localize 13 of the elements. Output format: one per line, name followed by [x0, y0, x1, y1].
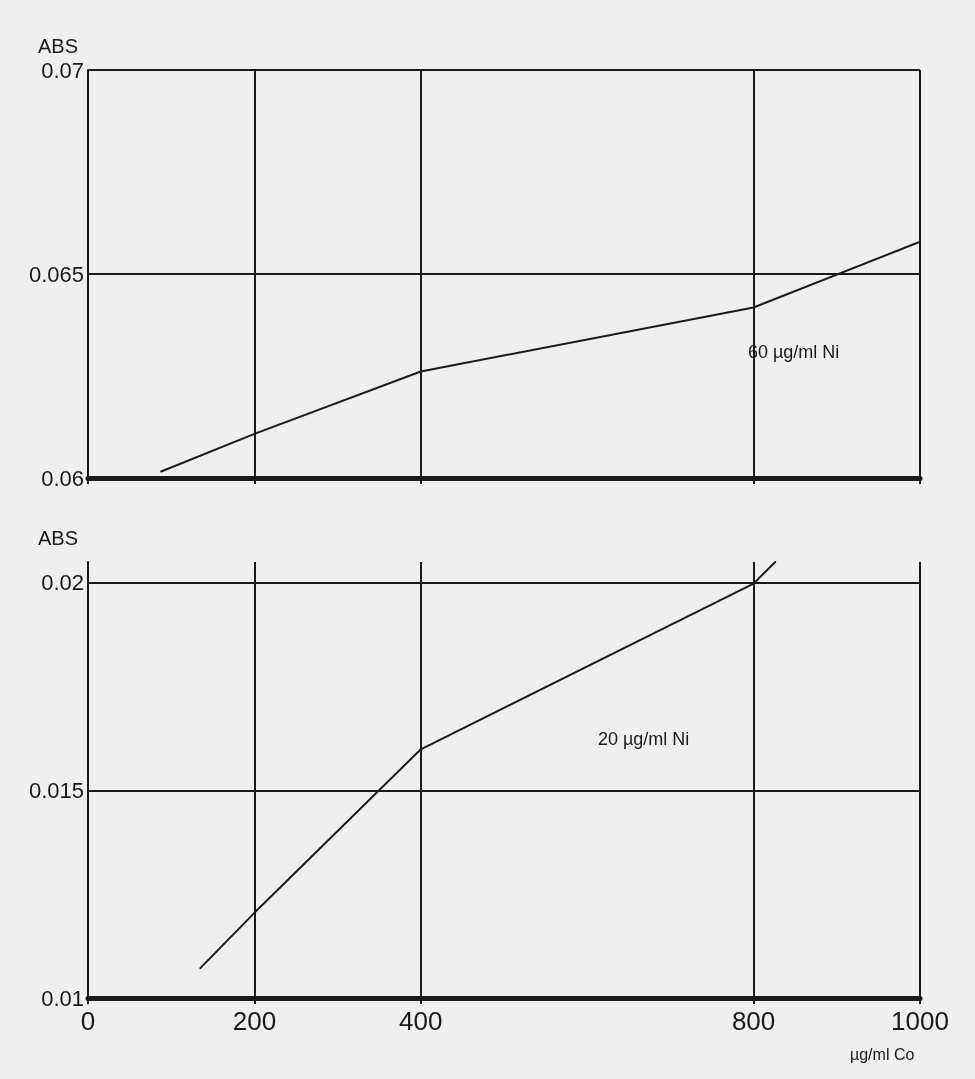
y-tick-label: 0.015: [28, 777, 84, 803]
y-tick-label: 0.06: [41, 465, 84, 491]
x-tick-label: 400: [399, 1006, 443, 1036]
y-axis-title: ABS: [37, 35, 78, 57]
y-axis-title: ABS: [37, 527, 78, 549]
text: 20 µg/ml Ni: [597, 728, 690, 749]
y-tick-label: 0.07: [41, 57, 84, 83]
x-axis-title: µg/ml Co: [850, 1045, 915, 1063]
y-tick-label: 0.065: [28, 261, 84, 287]
x-tick-label: 800: [731, 1006, 776, 1036]
y-tick-label: 0.02: [41, 570, 84, 596]
x-tick-label: 1000: [891, 1006, 949, 1036]
x-tick-label: 200: [232, 1006, 277, 1036]
